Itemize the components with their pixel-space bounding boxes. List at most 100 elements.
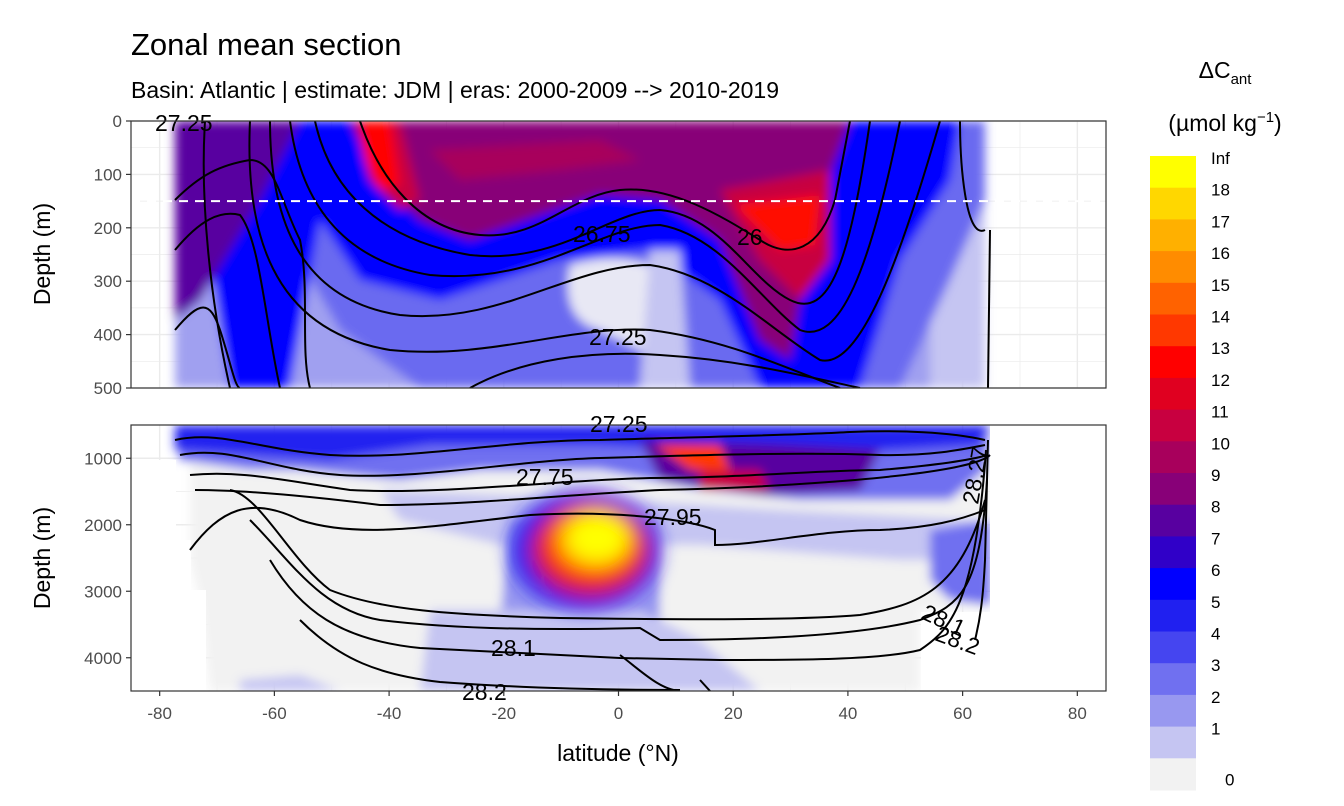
mask-left-top	[131, 460, 176, 550]
legend-swatch	[1150, 504, 1196, 537]
contour-28-1	[269, 449, 987, 662]
legend-swatch	[1150, 758, 1196, 791]
contour-28	[229, 489, 986, 621]
chart-title: Zonal mean section	[131, 27, 402, 62]
legend-swatch	[1150, 156, 1196, 189]
legend-label: 13	[1211, 339, 1230, 358]
y-tick-label: 1000	[84, 449, 122, 468]
x-axis: -80 -60 -40 -20 0 20 40 60 80	[147, 691, 1087, 723]
legend-swatch	[1150, 599, 1196, 632]
contour-label: 27.25	[590, 411, 648, 437]
contour-label: 28.1	[491, 635, 536, 661]
field-purple	[350, 121, 850, 360]
contour-27	[269, 121, 941, 362]
contour-28-05	[249, 479, 988, 642]
legend-swatch	[1150, 694, 1196, 728]
contour-28-2	[299, 619, 681, 691]
contour-label: 27.75	[516, 464, 574, 490]
contour-left-b	[174, 212, 281, 388]
lower-panel: 27.25 27.75 27.95 28.1 28.1 28.2 28.2 28…	[84, 411, 1107, 705]
legend-swatch	[1150, 314, 1196, 347]
contour-26-b	[289, 121, 901, 333]
legend-label: 3	[1211, 656, 1220, 675]
legend-swatch	[1150, 663, 1196, 696]
lower-y-axis: 1000 2000 3000 4000	[84, 449, 131, 668]
contour-27-25-b	[202, 121, 231, 388]
upper-y-axis: 0 100 200 300 400 500	[94, 112, 131, 398]
lower-field	[131, 425, 1106, 691]
x-tick-label: 0	[614, 704, 623, 723]
upper-panel: 27.25 26.75 26 27.25 0 100 200 300 400 500	[94, 110, 1107, 398]
mask-right-deep	[921, 612, 991, 691]
contour-deep-1	[469, 352, 861, 388]
contour-27-75	[189, 454, 989, 492]
field-light-core	[568, 258, 660, 360]
lower-contours	[174, 430, 991, 691]
contour-26-75	[314, 121, 871, 305]
contour-26	[359, 121, 851, 251]
legend-label: 7	[1211, 529, 1220, 548]
x-tick-label: 60	[953, 704, 972, 723]
contour-right-edge	[959, 121, 986, 232]
legend: ΔCant (µmol kg−1) Inf1817161514131211109…	[1150, 57, 1282, 791]
legend-swatch	[1150, 409, 1196, 442]
y-tick-label: 4000	[84, 649, 122, 668]
y-tick-label: 300	[94, 272, 122, 291]
field-nadw-red	[655, 445, 730, 470]
upper-contour-labels: 27.25 26.75 26 27.25	[155, 110, 763, 350]
hotspot	[510, 490, 660, 610]
y-tick-label: 0	[113, 112, 122, 131]
contour-28-27	[974, 439, 989, 641]
x-tick-label: 20	[724, 704, 743, 723]
legend-label: 16	[1211, 244, 1230, 263]
legend-swatch	[1150, 282, 1196, 315]
legend-swatch	[1150, 441, 1196, 474]
legend-label: Inf	[1211, 149, 1230, 168]
x-tick-label: 80	[1068, 704, 1087, 723]
legend-swatch	[1150, 377, 1196, 411]
contour-27-95	[189, 506, 986, 551]
field-light-core2	[640, 250, 690, 388]
legend-swatch	[1150, 631, 1196, 664]
legend-unit: (µmol kg−1)	[1168, 109, 1281, 136]
contour-right-drop	[987, 229, 991, 388]
legend-swatch	[1150, 568, 1196, 601]
legend-swatch	[1150, 536, 1196, 569]
contour-27-5	[179, 444, 986, 477]
y-tick-label: 100	[94, 165, 122, 184]
contour-27-25	[248, 121, 841, 388]
contour-label: 26.75	[573, 221, 631, 247]
legend-label: 15	[1211, 276, 1230, 295]
legend-label: 10	[1211, 434, 1230, 453]
x-tick-label: -60	[262, 704, 287, 723]
upper-contours	[174, 121, 991, 388]
legend-label: 0	[1225, 770, 1234, 789]
y-tick-label: 500	[94, 379, 122, 398]
legend-swatch	[1150, 219, 1196, 252]
x-tick-label: -80	[147, 704, 172, 723]
field-crimson-mid	[430, 140, 640, 180]
y-tick-label: 3000	[84, 582, 122, 601]
legend-swatch	[1150, 346, 1196, 379]
x-tick-label: 40	[838, 704, 857, 723]
legend-label: 5	[1211, 593, 1220, 612]
legend-title: ΔCant	[1199, 57, 1253, 88]
mask-right	[990, 425, 1106, 691]
contour-27-8	[194, 454, 991, 507]
legend-swatch	[1150, 251, 1196, 284]
x-axis-title: latitude (°N)	[557, 740, 679, 766]
legend-label: 6	[1211, 561, 1220, 580]
contour-label: 26	[737, 224, 763, 250]
contour-left-a	[174, 158, 311, 388]
upper-field	[175, 121, 985, 388]
y-tick-label: 2000	[84, 516, 122, 535]
mask-left-deep	[131, 590, 206, 691]
contour-left-c	[174, 306, 241, 388]
legend-label: 4	[1211, 625, 1220, 644]
legend-label: 14	[1211, 308, 1230, 327]
field-red-nw	[360, 121, 400, 190]
legend-label: 2	[1211, 688, 1220, 707]
legend-label: 1	[1211, 720, 1220, 739]
